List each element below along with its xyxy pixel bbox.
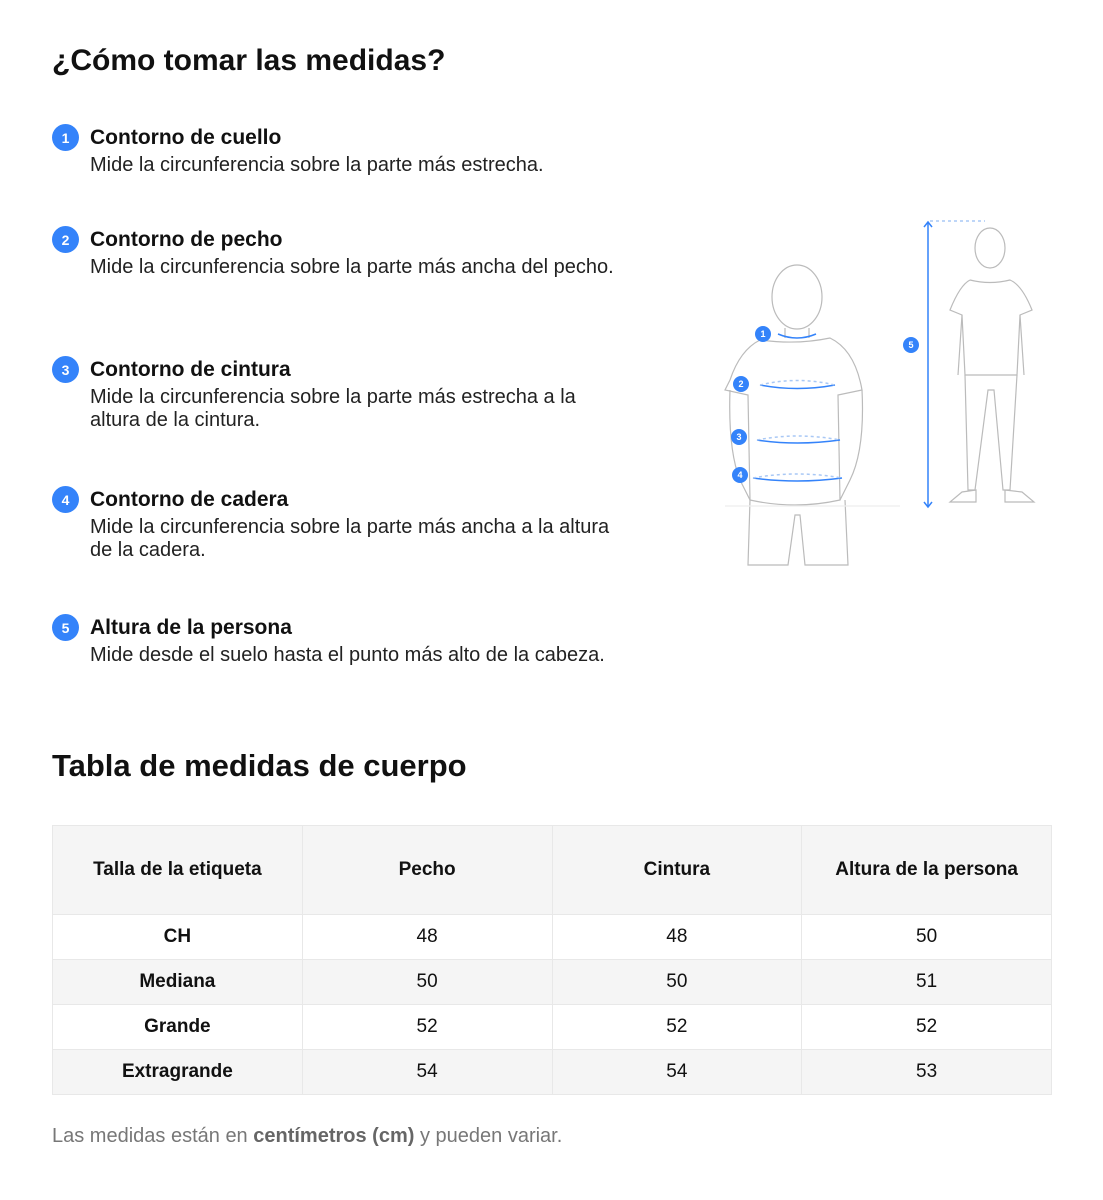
step-title: Contorno de pecho	[90, 228, 283, 251]
figure-head	[771, 264, 823, 330]
step-description: Mide la circunferencia sobre la parte má…	[90, 256, 614, 278]
page-title: ¿Cómo tomar las medidas?	[52, 44, 446, 77]
step-description: Mide la circunferencia sobre la parte má…	[90, 386, 576, 431]
table-row: CH 48 48 50	[52, 914, 1052, 960]
svg-text:3: 3	[736, 432, 741, 442]
marker-5: 5	[903, 337, 919, 353]
step-number-badge: 4	[52, 486, 79, 513]
value-cell: 52	[301, 1004, 553, 1050]
step-description: Mide la circunferencia sobre la parte má…	[90, 154, 544, 176]
step-title: Contorno de cuello	[90, 126, 282, 149]
value-cell: 54	[301, 1049, 553, 1095]
value-cell: 52	[551, 1004, 803, 1050]
value-cell: 48	[551, 914, 803, 960]
column-header: Talla de la etiqueta	[52, 825, 303, 915]
column-header: Cintura	[551, 825, 803, 915]
value-cell: 48	[301, 914, 553, 960]
step-number-badge: 2	[52, 226, 79, 253]
value-cell: 54	[551, 1049, 803, 1095]
svg-text:1: 1	[760, 329, 765, 339]
step-title: Contorno de cadera	[90, 488, 289, 511]
size-cell: CH	[52, 914, 303, 960]
table-row: Extragrande 54 54 53	[52, 1049, 1052, 1095]
table-row: Mediana 50 50 51	[52, 959, 1052, 1005]
footnote: Las medidas están en centímetros (cm) y …	[52, 1125, 563, 1147]
step-number-badge: 3	[52, 356, 79, 383]
step-description: Mide desde el suelo hasta el punto más a…	[90, 644, 605, 666]
marker-4: 4	[732, 467, 748, 483]
svg-text:2: 2	[738, 379, 743, 389]
value-cell: 52	[801, 1004, 1052, 1050]
measurement-illustration: 1 2 3 4 5	[724, 220, 1036, 566]
step-number-badge: 5	[52, 614, 79, 641]
size-cell: Mediana	[52, 959, 303, 1005]
size-table: Talla de la etiqueta Pecho Cintura Altur…	[52, 825, 1052, 1095]
step-title: Contorno de cintura	[90, 358, 291, 381]
value-cell: 51	[801, 959, 1052, 1005]
unit-label: centímetros (cm)	[253, 1125, 415, 1147]
step-number-badge: 1	[52, 124, 79, 151]
value-cell: 53	[801, 1049, 1052, 1095]
value-cell: 50	[301, 959, 553, 1005]
marker-3: 3	[731, 429, 747, 445]
table-row: Grande 52 52 52	[52, 1004, 1052, 1050]
table-title: Tabla de medidas de cuerpo	[52, 748, 467, 783]
marker-1: 1	[755, 326, 771, 342]
svg-text:5: 5	[908, 340, 913, 350]
svg-text:4: 4	[737, 470, 742, 480]
size-cell: Extragrande	[52, 1049, 303, 1095]
column-header: Altura de la persona	[801, 825, 1052, 915]
column-header: Pecho	[301, 825, 553, 915]
value-cell: 50	[551, 959, 803, 1005]
step-title: Altura de la persona	[90, 616, 292, 639]
step-description: Mide la circunferencia sobre la parte má…	[90, 516, 610, 561]
size-cell: Grande	[52, 1004, 303, 1050]
marker-2: 2	[733, 376, 749, 392]
value-cell: 50	[801, 914, 1052, 960]
